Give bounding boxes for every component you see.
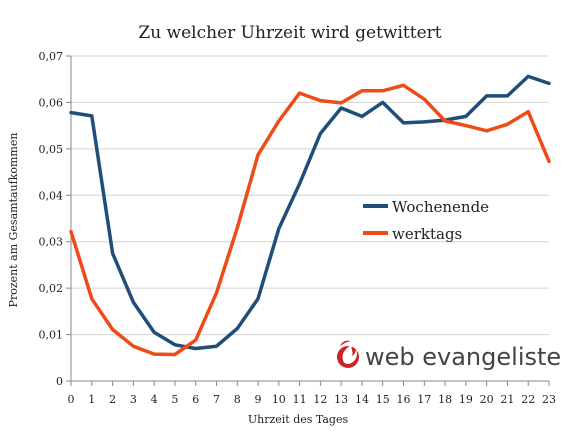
y-tick-label: 0,04 <box>39 189 64 202</box>
x-tick-label: 7 <box>213 393 220 406</box>
x-tick-labels: 0 1 2 3 4 5 6 7 8 9 10 11 12 13 14 15 16 17 18 19 20 21 22 23 <box>68 393 557 406</box>
x-tick-label: 17 <box>417 393 431 406</box>
y-tick-label: 0,05 <box>39 143 64 156</box>
x-tick-label: 9 <box>255 393 262 406</box>
grid <box>71 55 549 336</box>
y-tick-label: 0,03 <box>39 236 64 249</box>
y-tick-label: 0,06 <box>39 96 64 109</box>
y-tick-labels: 0 0,01 0,02 0,03 0,04 0,05 0,06 0,07 <box>39 50 64 388</box>
x-tick-label: 3 <box>130 393 137 406</box>
x-tick-label: 5 <box>171 393 178 406</box>
y-tick-label: 0,07 <box>39 50 64 63</box>
x-tick-label: 11 <box>293 393 307 406</box>
y-tick-label: 0,02 <box>39 282 64 295</box>
x-tick-label: 15 <box>376 393 390 406</box>
x-tick-label: 6 <box>192 393 199 406</box>
x-tick-label: 21 <box>500 393 514 406</box>
x-tick-label: 0 <box>68 393 75 406</box>
logo-text: web evangelisten <box>365 343 563 371</box>
y-tick-label: 0,01 <box>39 329 64 342</box>
x-tick-label: 23 <box>542 393 556 406</box>
x-tick-label: 12 <box>313 393 327 406</box>
axes <box>66 55 550 386</box>
x-tick-label: 2 <box>109 393 116 406</box>
legend: Wochenende werktags <box>363 198 489 243</box>
x-tick-label: 1 <box>88 393 95 406</box>
x-tick-label: 22 <box>521 393 535 406</box>
x-tick-label: 4 <box>151 393 158 406</box>
flame-icon <box>337 340 359 368</box>
y-tick-label: 0 <box>56 375 63 388</box>
x-tick-label: 18 <box>438 393 452 406</box>
x-tick-label: 19 <box>459 393 473 406</box>
legend-label-wochenende: Wochenende <box>392 198 489 216</box>
chart-title: Zu welcher Uhrzeit wird getwittert <box>138 23 441 43</box>
logo: web evangelisten <box>337 340 563 371</box>
x-tick-label: 13 <box>334 393 348 406</box>
legend-label-werktags: werktags <box>392 225 462 243</box>
x-tick-label: 14 <box>355 393 369 406</box>
series-line-werktags <box>69 83 551 357</box>
x-tick-label: 20 <box>480 393 494 406</box>
series-lines <box>69 74 551 357</box>
x-tick-label: 8 <box>234 393 241 406</box>
x-tick-label: 10 <box>272 393 286 406</box>
x-tick-label: 16 <box>397 393 411 406</box>
y-axis-label: Prozent am Gesamtaufkommen <box>7 133 20 308</box>
series-line-wochenende <box>69 74 551 351</box>
x-axis-label: Uhrzeit des Tages <box>248 413 349 426</box>
